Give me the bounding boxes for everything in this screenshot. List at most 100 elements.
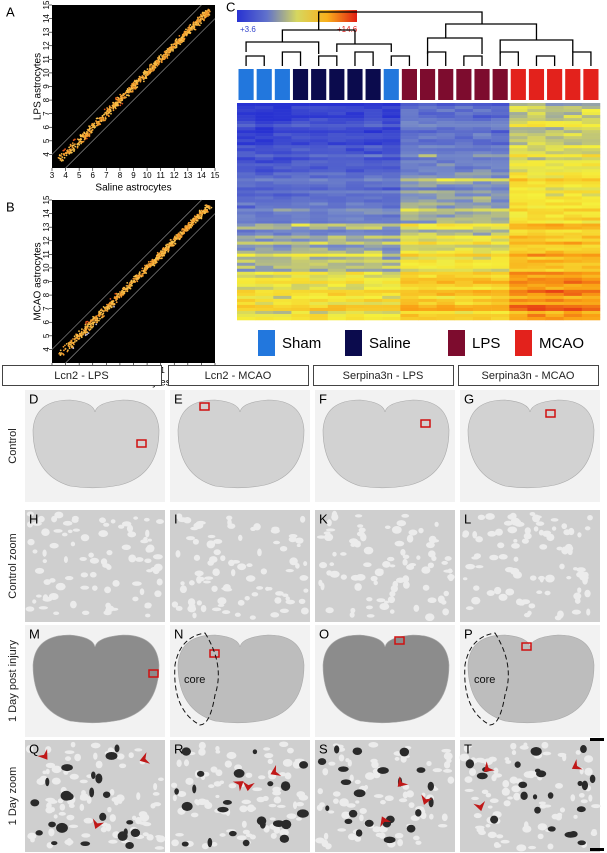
labeled-cell [130,828,141,838]
point [99,317,101,320]
heat-cell [400,307,419,312]
heat-cell [527,127,546,131]
heat-cell [454,199,474,203]
heat-cell [345,148,365,152]
texture [25,745,34,753]
texture [282,593,289,597]
heat-cell [382,178,401,182]
point [131,281,134,284]
heat-cell [273,244,292,248]
texture [442,608,450,616]
heat-cell [382,262,401,267]
image-panel: G [460,390,600,502]
heat-cell [255,133,274,137]
heat-cell [237,109,256,113]
heat-cell [345,244,365,248]
heat-cell [454,313,474,318]
texture [289,557,298,566]
heat-cell [400,253,419,258]
heat-cell [309,292,329,297]
point [163,53,166,56]
heat-cell [509,181,528,185]
point [71,146,74,149]
texture [45,762,56,769]
heat-cell [327,274,347,279]
heat-cell [291,235,310,239]
texture [586,608,591,616]
heat-cell [418,208,437,212]
heat-cell [291,316,310,321]
heat-cell [345,115,365,119]
heat-cell [436,226,456,230]
heat-cell [255,187,274,191]
labeled-cell [102,791,111,798]
heat-cell [291,196,310,200]
heat-cell [364,106,383,110]
heat-cell [237,136,256,140]
texture [443,590,449,597]
heat-cell [291,292,310,297]
point [69,149,72,152]
heat-cell [472,196,492,200]
heat-cell [382,235,401,239]
heat-cell [491,121,510,125]
texture [557,812,563,817]
heat-cell [527,178,546,182]
texture [500,839,510,844]
heat-cell [509,130,528,134]
heat-cell [291,106,310,110]
point [60,353,62,356]
heat-cell [382,154,401,158]
texture [231,560,241,564]
texture [99,518,106,523]
heat-cell [255,136,274,140]
heat-cell [563,259,583,264]
heat-cell [309,160,329,164]
heat-cell [527,208,546,212]
texture [70,741,76,748]
y-tick-label: 12 [42,236,51,245]
heat-cell [545,121,564,125]
heat-cell [237,229,256,233]
texture [349,774,354,782]
heat-cell [472,118,492,122]
heat-cell [509,238,528,242]
heat-cell [309,187,329,191]
heat-cell [237,262,256,267]
point [196,219,199,222]
heat-cell [237,271,256,276]
heat-cell [491,292,510,297]
texture [152,554,163,560]
texture [576,567,586,573]
heat-cell [454,292,474,297]
heat-cell [563,199,583,203]
point [90,319,92,322]
point [117,293,119,296]
heat-cell [255,289,274,294]
point [192,217,195,220]
heat-cell [345,226,365,230]
heat-cell [491,193,510,197]
heat-cell [509,211,528,215]
heat-cell [545,283,564,288]
heat-cell [327,160,347,164]
texture [478,830,486,836]
heat-cell [454,280,474,285]
heat-cell [400,241,419,245]
x-tick-label: 13 [183,171,192,180]
heat-cell [291,103,310,107]
heat-cell [345,157,365,161]
texture [477,514,486,521]
heat-cell [345,229,365,233]
heat-cell [345,127,365,131]
heat-cell [509,184,528,188]
texture [256,586,264,590]
texture [471,596,481,605]
heat-cell [472,232,492,236]
heat-cell [309,301,329,306]
heat-cell [472,130,492,134]
heat-cell [327,169,347,173]
heat-cell [237,298,256,303]
heat-cell [436,238,456,242]
heat-cell [545,163,564,167]
